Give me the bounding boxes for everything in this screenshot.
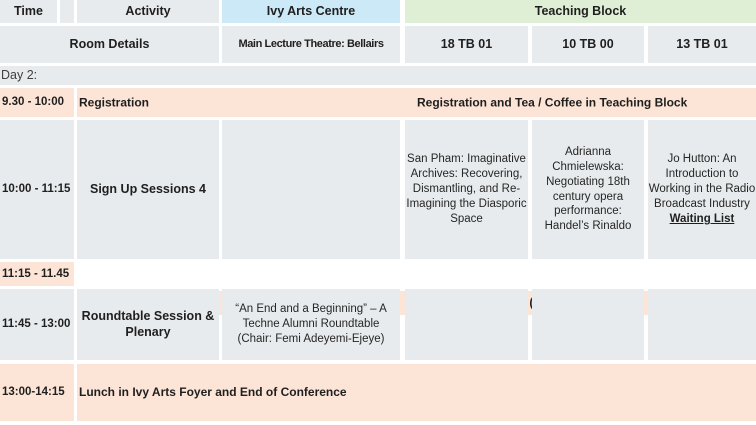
roundtable-tb3-empty-cell	[648, 289, 756, 360]
room-tb1-cell: 18 TB 01	[405, 26, 528, 63]
registration-banner-text: Registration and Tea / Coffee in Teachin…	[417, 95, 688, 109]
registration-label: Registration	[79, 95, 150, 109]
header-time-cell: Time	[0, 0, 57, 23]
roundtable-activity-cell: Roundtable Session & Plenary	[77, 289, 219, 360]
registration-time-cell: 9.30 - 10:00	[0, 88, 74, 117]
room-details-cell: Room Details	[0, 26, 219, 63]
day-label: Day 2:	[0, 66, 756, 85]
session-jo-hutton-cell: Jo Hutton: An Introduction to Working in…	[648, 120, 756, 259]
header-teaching-block-cell: Teaching Block	[405, 0, 756, 23]
header-activity-cell: Activity	[77, 0, 219, 23]
room-main-theatre-cell: Main Lecture Theatre: Bellairs	[222, 26, 400, 63]
roundtable-tb1-empty-cell	[405, 289, 528, 360]
roundtable-session-cell: “An End and a Beginning” – A Techne Alum…	[222, 289, 400, 360]
registration-banner-cell: Registration Registration and Tea / Coff…	[77, 88, 756, 117]
room-tb2-cell: 10 TB 00	[532, 26, 644, 63]
lunch-banner-cell: Lunch in Ivy Arts Foyer and End of Confe…	[77, 364, 756, 421]
session-san-pham-cell: San Pham: Imaginative Archives: Recoveri…	[405, 120, 528, 259]
roundtable-tb2-empty-cell	[532, 289, 644, 360]
room-tb3-cell: 13 TB 01	[648, 26, 756, 63]
signup-venue-empty-cell	[222, 120, 400, 259]
waiting-list-label: Waiting List	[669, 212, 735, 225]
signup-activity-cell: Sign Up Sessions 4	[77, 120, 219, 259]
session-jo-hutton-text: Jo Hutton: An Introduction to Working in…	[648, 153, 756, 210]
refreshments-time-cell: 11:15 - 11.45	[0, 262, 74, 286]
session-adrianna-cell: Adrianna Chmielewska: Negotiating 18th c…	[532, 120, 644, 259]
header-spacer-cell	[60, 0, 74, 23]
roundtable-time-cell: 11:45 - 13:00	[0, 289, 74, 360]
lunch-time-cell: 13:00-14:15	[0, 364, 74, 421]
signup-time-cell: 10:00 - 11:15	[0, 120, 74, 259]
header-venue-cell: Ivy Arts Centre	[222, 0, 400, 23]
